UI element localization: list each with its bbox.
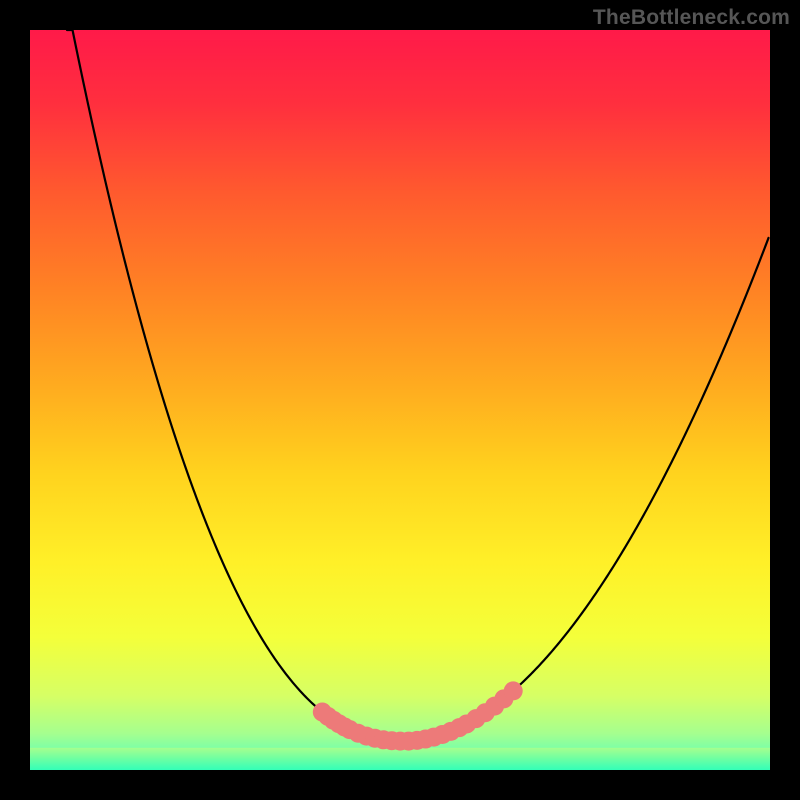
chart-frame: TheBottleneck.com [0,0,800,800]
green-baseline-band [30,748,770,770]
watermark-text: TheBottleneck.com [593,6,790,30]
plot-background [30,30,770,770]
bottleneck-chart [0,0,800,800]
